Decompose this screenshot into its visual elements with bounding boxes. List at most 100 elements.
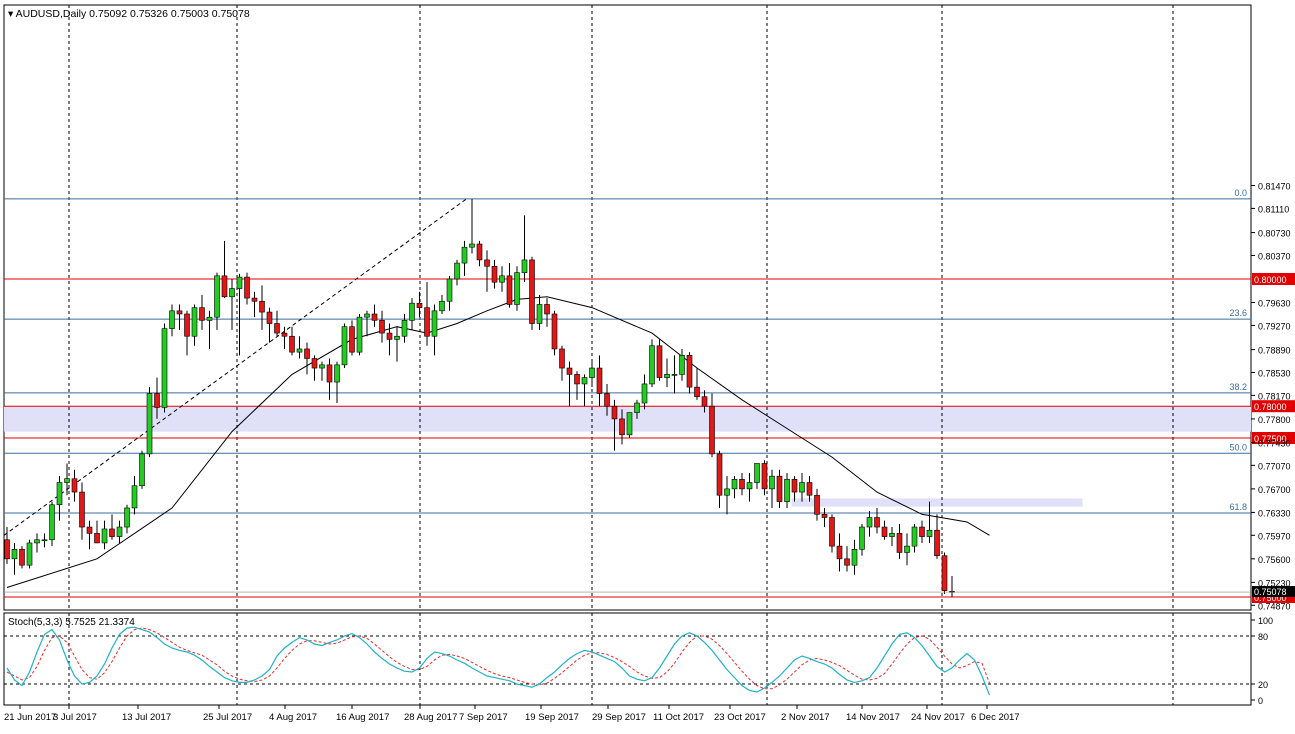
candle [739,472,745,496]
candle [139,450,145,489]
candle-body [161,328,168,408]
candle [304,342,310,375]
candle-body [461,246,468,264]
candle [776,469,783,508]
candle [701,390,708,413]
candle [154,377,160,419]
candle-body [281,332,288,337]
candle [251,291,258,318]
candle [949,576,955,597]
candle-body [131,485,138,509]
date-axis-label: 11 Oct 2017 [653,712,704,723]
candle-body [484,259,490,267]
candle [454,259,460,286]
candle [574,371,580,400]
candle-body [191,307,198,337]
candle-body [146,393,153,455]
candle-body [416,302,423,308]
price-axis-label: 0.80370 [1258,251,1291,261]
candle-body [221,275,228,298]
candle-body [251,297,258,302]
candle [356,313,363,356]
candle [319,361,325,381]
candle [424,282,430,346]
candle-body [814,494,820,515]
candle-body [386,332,393,340]
candle [911,523,918,553]
candle-body [116,526,123,537]
candle-body [709,405,715,455]
candle-body [776,475,783,502]
price-axis-label: 0.79270 [1258,321,1291,331]
candle-body [401,320,408,337]
candle [934,514,940,559]
candle-body [544,304,550,315]
stochastic-label: Stoch(5,3,3) 5.7525 21.3374 [8,617,135,628]
candle-body [266,311,273,324]
candle [229,279,235,330]
candle [589,361,595,388]
candle-body [289,335,295,353]
price-level-tag [1252,400,1295,413]
candle-body [311,358,318,369]
candle [506,263,513,308]
candle-body [881,526,888,537]
candle [791,476,798,502]
candle [56,476,63,521]
candle-body [109,528,115,537]
candle [191,304,198,346]
candle-body [4,539,10,560]
candle [416,291,423,318]
candle-body [739,479,745,490]
date-axis-label: 28 Aug 2017 [404,712,457,723]
candle [544,298,550,327]
candle [529,256,535,330]
price-axis-label: 0.81470 [1258,182,1291,192]
candle [904,533,910,566]
candle-body [604,393,610,407]
candle-body [499,275,505,283]
candle-body [379,320,385,334]
candle [409,298,415,330]
candle [686,352,693,394]
candle-body [244,276,250,299]
indicator-axis-label: 100 [1258,616,1273,626]
price-axis-label: 0.75970 [1258,531,1291,541]
candle [521,215,528,283]
candle-body [566,367,573,375]
candle [941,552,948,594]
candle [926,501,933,543]
candle-body [506,275,513,305]
candle-body [514,272,520,305]
candle-body [139,453,145,486]
candle [604,383,610,416]
candle-body [746,482,753,490]
candle-body [34,539,40,544]
candle-body [551,313,558,350]
candle [566,361,573,407]
price-axis-label: 0.78530 [1258,368,1291,378]
candle-body [754,463,760,483]
candle [619,409,625,445]
candle [581,374,588,407]
price-axis-label: 0.78170 [1258,391,1291,401]
candle [371,304,378,327]
candle-body [769,475,775,490]
price-axis-label: 0.77800 [1258,415,1291,425]
candle-body [71,478,78,493]
price-level-label: 0.77500 [1254,434,1287,444]
candle-body [866,517,873,528]
candle [266,307,273,343]
candle [799,472,805,502]
collapse-arrow-icon: ▾ [8,8,16,20]
candle-body [596,367,603,394]
ohlc-values: 0.75092 0.75326 0.75003 0.75078 [89,8,250,20]
candle-body [844,558,850,566]
price-axis-label: 0.74870 [1258,601,1291,611]
candle [731,476,738,499]
price-level-label: 0.75000 [1254,593,1287,603]
candle [746,472,753,502]
date-axis-label: 3 Jul 2017 [53,712,97,723]
candle [641,374,648,410]
